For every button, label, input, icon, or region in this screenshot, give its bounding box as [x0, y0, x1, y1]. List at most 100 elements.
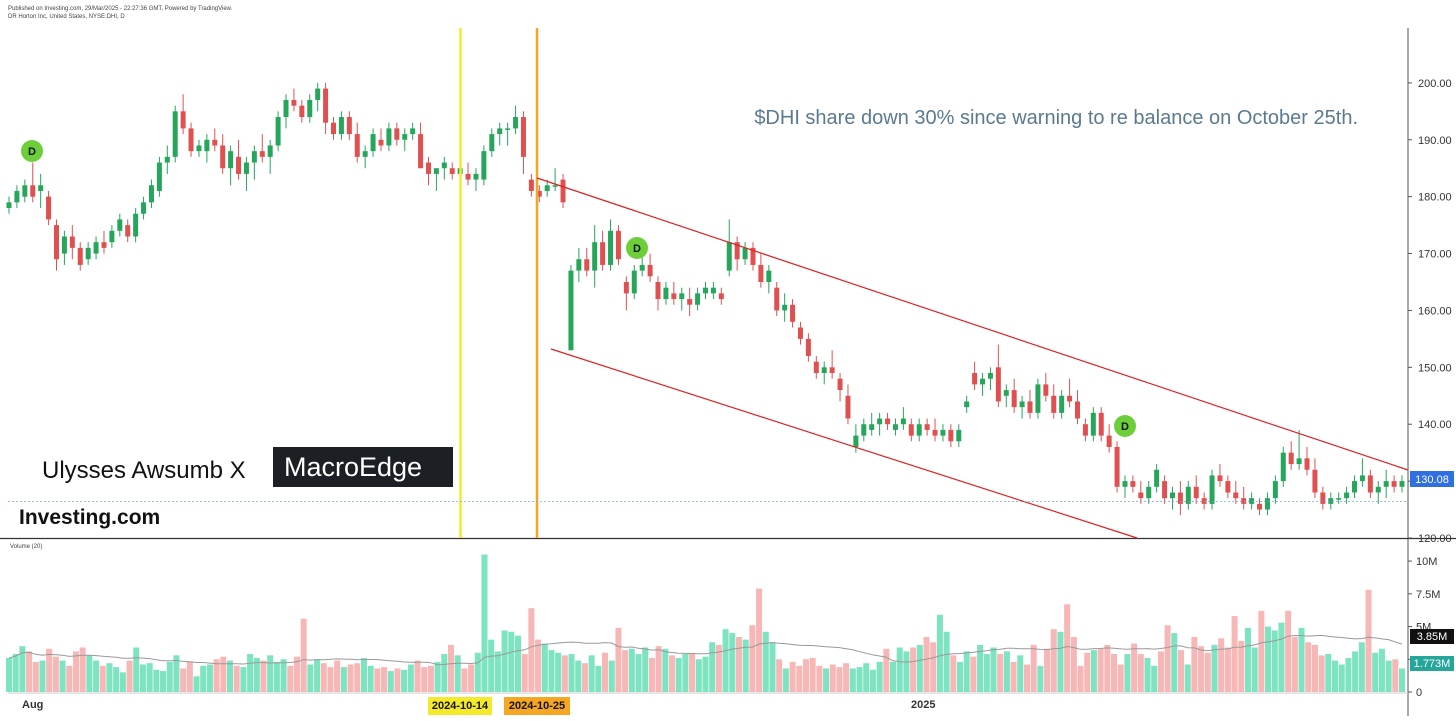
candle: [69, 225, 75, 260]
candle: [1225, 475, 1231, 499]
volume-bar: [1311, 644, 1318, 692]
candle: [1090, 407, 1096, 442]
volume-bar: [1171, 633, 1178, 692]
candle: [473, 168, 479, 191]
candle: [449, 162, 455, 180]
volume-bar: [119, 672, 126, 692]
candle: [505, 122, 511, 146]
volume-bar: [575, 660, 582, 692]
candle: [1304, 446, 1310, 476]
volume-bar: [1338, 664, 1345, 692]
volume-bar: [367, 665, 374, 692]
candle: [188, 122, 194, 157]
volume-bar: [1057, 631, 1064, 692]
candle: [370, 128, 376, 157]
candle: [1391, 475, 1397, 493]
volume-bar: [314, 659, 321, 692]
volume-bar: [93, 660, 100, 692]
candle: [592, 225, 598, 288]
volume-bar: [1365, 589, 1372, 692]
volume-tick-label: 7.5M: [1416, 589, 1440, 601]
volume-bar: [910, 647, 917, 692]
volume-bar: [434, 661, 441, 692]
x-label-aug: Aug: [22, 699, 43, 711]
volume-bar: [1251, 647, 1258, 692]
publish-note: Published on Investing.com, 29/Mar/2025 …: [8, 6, 233, 12]
volume-bar: [19, 646, 26, 692]
volume-bar: [1144, 657, 1151, 692]
candle: [402, 128, 408, 152]
candle: [117, 213, 123, 237]
last-price-badge: [1410, 471, 1454, 487]
candle: [790, 299, 796, 328]
avg-volume-badge: [1410, 629, 1454, 644]
volume-bar: [233, 665, 240, 692]
candle: [425, 156, 431, 186]
volume-bar: [943, 631, 950, 692]
volume-bar: [541, 643, 548, 692]
candle: [837, 373, 843, 402]
candle: [196, 139, 202, 157]
volume-bar: [669, 655, 676, 692]
volume-bar: [72, 651, 79, 692]
candle: [1328, 492, 1334, 510]
volume-bar: [213, 659, 220, 692]
author-label: Ulysses Awsumb X: [42, 457, 246, 484]
volume-bar: [79, 647, 86, 692]
volume-bar: [782, 668, 789, 692]
volume-bar: [253, 657, 260, 692]
price-tick-label: 180.00: [1418, 192, 1452, 204]
candle: [972, 361, 978, 391]
volume-bar: [890, 661, 897, 692]
candle: [520, 111, 526, 174]
volume-bar: [876, 661, 883, 692]
volume-bar: [280, 659, 287, 692]
volume-bar: [381, 667, 388, 692]
candle: [892, 418, 898, 436]
volume-bar: [12, 654, 19, 692]
volume-bar: [260, 660, 267, 692]
candle: [394, 122, 400, 146]
volume-bar: [193, 676, 200, 692]
candle: [568, 264, 574, 351]
volume-bar: [267, 655, 274, 692]
volume-bar: [387, 671, 394, 692]
candle: [829, 350, 835, 379]
price-tick-label: 160.00: [1418, 305, 1452, 317]
volume-bar: [1097, 648, 1104, 692]
channel-upper-line: [536, 177, 1409, 471]
volume-bar: [568, 654, 575, 692]
candle: [695, 287, 701, 311]
volume-bar: [1238, 640, 1245, 692]
candle: [346, 111, 352, 140]
volume-bar: [1231, 616, 1238, 692]
volume-bar: [180, 668, 187, 692]
volume-bar: [1104, 644, 1111, 692]
volume-bar: [1378, 648, 1385, 692]
candle: [797, 321, 803, 345]
candle: [331, 117, 337, 140]
candle: [932, 418, 938, 442]
price-tick-label: 150.00: [1418, 362, 1452, 374]
x-label-2024-10-14: 2024-10-14: [432, 700, 489, 712]
candle: [600, 230, 606, 271]
volume-bar: [682, 654, 689, 692]
volume-bar: [1077, 665, 1084, 692]
volume-bar: [133, 647, 140, 692]
candle: [275, 111, 281, 152]
candle: [1138, 481, 1144, 504]
candle: [584, 247, 590, 277]
candle: [299, 99, 305, 123]
volume-bar: [59, 660, 66, 692]
volume-bar: [742, 639, 749, 692]
volume-bar: [1318, 655, 1325, 692]
volume-bar: [401, 669, 408, 692]
volume-bar: [548, 650, 555, 692]
candle: [861, 418, 867, 442]
candle: [1130, 475, 1136, 493]
volume-bar: [823, 668, 830, 692]
volume-bar: [715, 644, 722, 692]
price-tick-label: 200.00: [1418, 78, 1452, 90]
volume-bar: [508, 631, 515, 692]
